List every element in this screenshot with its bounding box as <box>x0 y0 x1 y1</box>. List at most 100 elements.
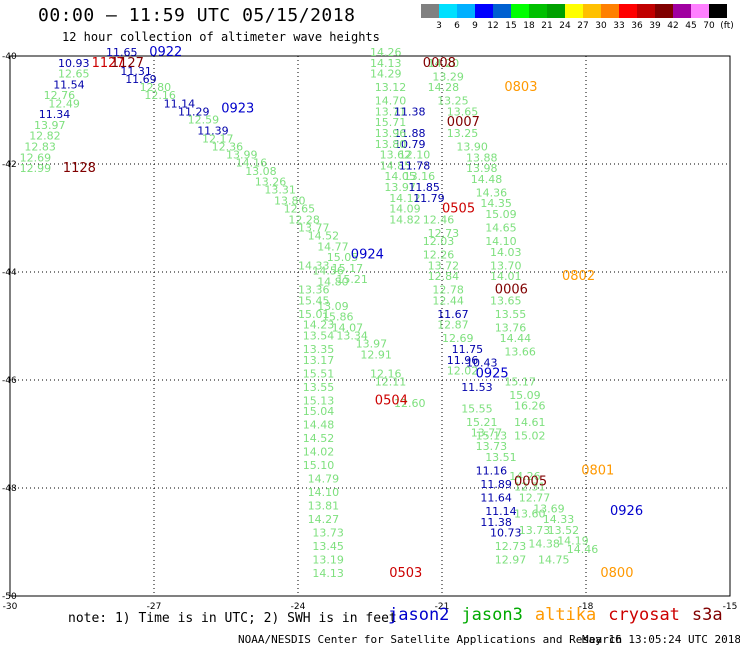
swh-value-label: 11.85 <box>408 181 440 194</box>
colorbar-swatch <box>691 4 709 18</box>
swh-value-label: 15.05 <box>327 251 359 264</box>
swh-value-label: 11.54 <box>53 78 84 91</box>
swh-value-label: 11.89 <box>480 478 512 491</box>
swh-value-label: 13.77 <box>298 222 330 235</box>
swh-value-label: 13.35 <box>303 343 335 356</box>
swh-value-label: 12.02 <box>447 365 479 378</box>
swh-value-label: 11.29 <box>178 105 210 118</box>
colorbar-label: (ft) <box>720 21 734 31</box>
swh-value-label: 12.77 <box>519 492 551 505</box>
pass-time-label: 1127 <box>111 56 144 71</box>
swh-value-label: 12.87 <box>437 319 469 332</box>
swh-value-label: 11.88 <box>394 127 426 140</box>
colorbar-swatch <box>457 4 475 18</box>
swh-value-label: 14.07 <box>332 321 364 334</box>
swh-value-label: 13.36 <box>298 284 330 297</box>
swh-value-label: 14.65 <box>485 222 517 235</box>
swh-value-label: 10.73 <box>490 527 522 540</box>
swh-value-label: 13.69 <box>533 502 565 515</box>
swh-value-label: 12.10 <box>399 149 431 162</box>
pass-time-label: 0803 <box>504 80 537 95</box>
legend-altika: altika <box>534 605 597 625</box>
swh-value-label: 14.44 <box>500 332 531 345</box>
swh-value-label: 14.61 <box>514 416 546 429</box>
pass-time-label: 0005 <box>514 474 547 489</box>
swh-value-label: 11.64 <box>480 492 512 505</box>
swh-value-label: 15.86 <box>322 311 354 324</box>
swh-value-label: 14.77 <box>317 240 349 253</box>
swh-value-label: 12.83 <box>24 141 56 154</box>
swh-value-label: 12.03 <box>423 235 455 248</box>
swh-value-label: 11.16 <box>476 465 508 478</box>
swh-value-label: 15.55 <box>461 402 493 415</box>
swh-value-label: 13.26 <box>255 176 286 189</box>
swh-value-label: 13.90 <box>456 141 488 154</box>
swh-value-label: 14.19 <box>557 535 589 548</box>
swh-value-label: 15.09 <box>509 389 541 402</box>
swh-value-label: 14.70 <box>375 95 407 108</box>
swh-value-label: 13.65 <box>447 105 479 118</box>
swh-value-label: 13.73 <box>312 527 344 540</box>
swh-value-label: 14.48 <box>471 173 503 186</box>
swh-value-label: 12.46 <box>423 213 455 226</box>
colorbar-swatch <box>619 4 637 18</box>
pass-time-label: 0923 <box>221 102 254 117</box>
colorbar-label: 24 <box>559 21 571 31</box>
colorbar-label: 9 <box>472 21 478 31</box>
colorbar-label: 6 <box>454 21 460 31</box>
lat-tick-label: -40 <box>2 52 17 62</box>
lat-tick-label: -50 <box>2 592 17 602</box>
swh-value-label: 14.10 <box>485 235 517 248</box>
colorbar-label: 36 <box>631 21 643 31</box>
swh-value-label: 14.80 <box>317 276 349 289</box>
swh-value-label: 15.45 <box>298 294 330 307</box>
swh-value-label: 13.97 <box>34 119 66 132</box>
swh-value-label: 14.28 <box>428 81 460 94</box>
swh-value-label: 14.75 <box>538 554 570 567</box>
swh-value-label: 13.51 <box>485 451 517 464</box>
swh-value-label: 12.26 <box>423 249 455 262</box>
swh-value-label: 14.56 <box>312 265 344 278</box>
pass-time-label: 0006 <box>495 283 528 298</box>
pass-time-label: 0007 <box>447 115 480 130</box>
swh-value-label: 15.17 <box>332 262 364 275</box>
swh-value-label: 13.70 <box>490 259 522 272</box>
colorbar-label: 45 <box>685 21 697 31</box>
colorbar-swatch <box>637 4 655 18</box>
swh-value-label: 11.79 <box>413 192 445 205</box>
swh-value-label: 14.33 <box>298 259 330 272</box>
swh-value-label: 14.20 <box>428 57 460 70</box>
swh-value-label: 12.16 <box>144 89 176 102</box>
lat-tick-label: -42 <box>2 160 17 170</box>
swh-value-label: 12.65 <box>58 68 90 81</box>
map-title: 00:00 — 11:59 UTC 05/15/2018 <box>38 5 356 26</box>
swh-value-label: 12.17 <box>202 132 234 145</box>
swh-value-label: 13.99 <box>226 149 258 162</box>
colorbar-label: 21 <box>541 21 553 31</box>
swh-value-label: 12.44 <box>432 294 464 307</box>
swh-value-label: 12.59 <box>188 114 220 127</box>
colorbar-label: 33 <box>613 21 625 31</box>
pass-time-label: 0504 <box>375 393 408 408</box>
swh-value-label: 12.36 <box>212 141 244 154</box>
swh-value-label: 13.62 <box>380 149 412 162</box>
satellite-legend: jason2 jason3 altika cryosat s3a <box>388 605 735 625</box>
swh-value-label: 15.09 <box>485 208 517 221</box>
swh-value-label: 11.38 <box>394 105 426 118</box>
swh-value-label: 10.43 <box>466 357 498 370</box>
swh-value-label: 13.97 <box>356 338 388 351</box>
pass-time-label: 0505 <box>442 202 475 217</box>
footer-note: note: 1) Time is in UTC; 2) SWH is in fe… <box>68 611 397 626</box>
lat-tick-label: -44 <box>2 268 17 278</box>
swh-value-label: 13.80 <box>375 138 407 151</box>
swh-value-label: 10.93 <box>58 57 90 70</box>
swh-value-label: 13.77 <box>471 427 503 440</box>
swh-value-label: 15.51 <box>303 367 335 380</box>
pass-time-label: 0800 <box>600 566 633 581</box>
colorbar-swatch <box>493 4 511 18</box>
legend-jason3: jason3 <box>461 605 523 625</box>
swh-value-label: 14.05 <box>384 170 416 183</box>
pass-time-label: 0922 <box>149 45 182 60</box>
pass-time-label: 0801 <box>581 464 614 479</box>
